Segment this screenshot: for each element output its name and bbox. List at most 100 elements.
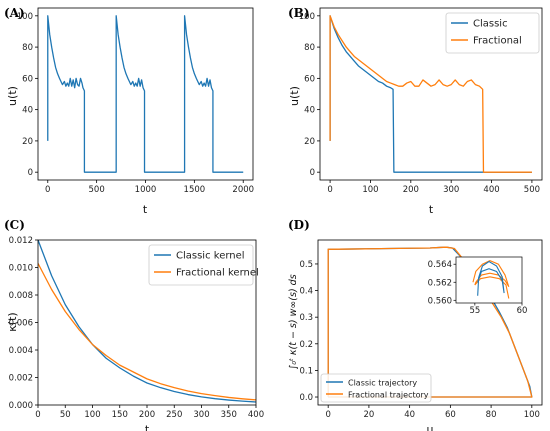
legend-entry: Fractional trajectory xyxy=(348,391,429,400)
legend-box xyxy=(445,12,540,54)
series-line-0 xyxy=(38,240,256,403)
legend-entry: Classic kernel xyxy=(176,251,245,262)
y-tick-label: 80 xyxy=(22,43,33,53)
y-tick-label: 60 xyxy=(304,74,315,84)
y-tick-label: 0 xyxy=(310,168,315,178)
y-tick-label: 40 xyxy=(22,106,33,116)
x-axis-label: u xyxy=(427,423,434,431)
series-line-1 xyxy=(38,263,256,401)
legend-entry: Fractional xyxy=(473,36,522,47)
panel-d: (D) 0 20 40 60 80 100 0.0 0.1 0.2 0.3 0.4 0.5 u ∫₀ᵗ κ(… xyxy=(288,218,543,431)
x-tick-label: 150 xyxy=(112,410,128,420)
series-group xyxy=(38,240,256,403)
panel-label: (C) xyxy=(4,218,25,232)
inset-frame xyxy=(455,256,523,304)
x-tick-label: 80 xyxy=(486,410,497,420)
y-tick-label: 0.012 xyxy=(9,236,33,246)
legend-entry: Fractional kernel xyxy=(176,268,259,279)
x-tick-label: 250 xyxy=(166,410,182,420)
inset-y-tick-label: 0.560 xyxy=(428,296,452,306)
series-group xyxy=(47,15,244,173)
y-tick-label: 0.008 xyxy=(9,291,33,301)
inset: 55 60 0.560 0.562 0.564 xyxy=(428,256,528,316)
y-tick-label: 0.000 xyxy=(9,401,33,411)
x-tick-label: 200 xyxy=(403,185,419,195)
panel-a: (A) 0 500 1000 1500 2000 0 20 40 60 80 100 t u(t) xyxy=(4,6,254,216)
y-tick-label: 80 xyxy=(304,43,315,53)
y-tick-label: 0.010 xyxy=(9,264,33,274)
x-tick-label: 50 xyxy=(60,410,71,420)
inset-background xyxy=(456,257,522,303)
y-tick-label: 0.006 xyxy=(9,319,33,329)
panel-b: (B) 0 100 200 300 400 500 0 20 40 60 80 100 t u(t) Clas… xyxy=(288,6,543,216)
x-tick-label: 0 xyxy=(35,410,40,420)
y-tick-label: 20 xyxy=(22,137,33,147)
legend: Classic Fractional xyxy=(445,12,540,54)
x-tick-label: 0 xyxy=(325,410,330,420)
series-line-0 xyxy=(329,15,532,173)
y-tick-label: 100 xyxy=(299,12,315,22)
y-tick-label: 0.2 xyxy=(299,340,313,350)
x-tick-label: 1500 xyxy=(184,185,206,195)
y-tick-label: 0.002 xyxy=(9,374,33,384)
x-tick-label: 0 xyxy=(327,185,332,195)
x-axis-label: t xyxy=(143,203,148,216)
y-tick-label: 100 xyxy=(17,12,33,22)
legend-box xyxy=(148,244,254,286)
x-tick-label: 500 xyxy=(89,185,105,195)
x-tick-label: 500 xyxy=(524,185,540,195)
x-tick-label: 100 xyxy=(84,410,100,420)
panel-label: (A) xyxy=(4,6,25,20)
series-group xyxy=(329,15,532,173)
y-tick-label: 0.3 xyxy=(299,313,313,323)
panel-c: (C) 0 50 100 150 200 250 300 350 400 0.000 0.002 0.0… xyxy=(4,218,264,431)
y-axis-label: u(t) xyxy=(6,86,19,106)
panel-label: (B) xyxy=(288,6,310,20)
axes-frame xyxy=(37,7,254,181)
series-line-1 xyxy=(329,15,532,173)
y-tick-label: 0.4 xyxy=(299,287,313,297)
legend-box xyxy=(320,373,432,403)
x-tick-label: 300 xyxy=(443,185,459,195)
legend-entry: Classic trajectory xyxy=(348,379,417,388)
y-tick-label: 40 xyxy=(304,106,315,116)
x-tick-label: 400 xyxy=(248,410,264,420)
x-tick-label: 0 xyxy=(45,185,50,195)
y-axis-label: κ(t) xyxy=(6,312,19,331)
x-tick-label: 20 xyxy=(363,410,374,420)
legend-entry: Classic xyxy=(473,19,508,30)
legend: Classic kernel Fractional kernel xyxy=(148,244,259,286)
legend: Classic trajectory Fractional trajectory xyxy=(320,373,432,403)
x-tick-label: 350 xyxy=(221,410,237,420)
y-tick-label: 0.0 xyxy=(299,393,313,403)
inset-y-tick-label: 0.562 xyxy=(428,278,452,288)
panel-label: (D) xyxy=(288,218,310,232)
y-tick-label: 0 xyxy=(28,168,33,178)
inset-x-tick-label: 60 xyxy=(517,306,528,316)
inset-x-tick-label: 55 xyxy=(469,306,480,316)
x-axis-label: t xyxy=(429,203,434,216)
axes-frame xyxy=(317,239,543,406)
x-tick-label: 200 xyxy=(139,410,155,420)
x-tick-label: 300 xyxy=(193,410,209,420)
series-line-0 xyxy=(47,15,244,173)
y-tick-label: 0.1 xyxy=(299,366,313,376)
inset-classic-line xyxy=(477,260,505,296)
y-axis-label: u(t) xyxy=(288,86,301,106)
inset-y-tick-label: 0.564 xyxy=(428,260,452,270)
x-axis-label: t xyxy=(145,423,150,431)
x-tick-label: 100 xyxy=(524,410,540,420)
y-tick-label: 60 xyxy=(22,74,33,84)
x-tick-label: 1000 xyxy=(135,185,157,195)
x-tick-label: 400 xyxy=(483,185,499,195)
y-tick-label: 20 xyxy=(304,137,315,147)
axes-frame xyxy=(319,7,543,181)
x-tick-label: 100 xyxy=(362,185,378,195)
x-tick-label: 60 xyxy=(445,410,456,420)
y-tick-label: 0.004 xyxy=(9,346,33,356)
y-tick-label: 0.5 xyxy=(299,260,313,270)
x-tick-label: 40 xyxy=(404,410,415,420)
y-axis-label: ∫₀ᵗ κ(t − s) w∞(s) ds xyxy=(288,274,299,369)
x-tick-label: 2000 xyxy=(232,185,254,195)
